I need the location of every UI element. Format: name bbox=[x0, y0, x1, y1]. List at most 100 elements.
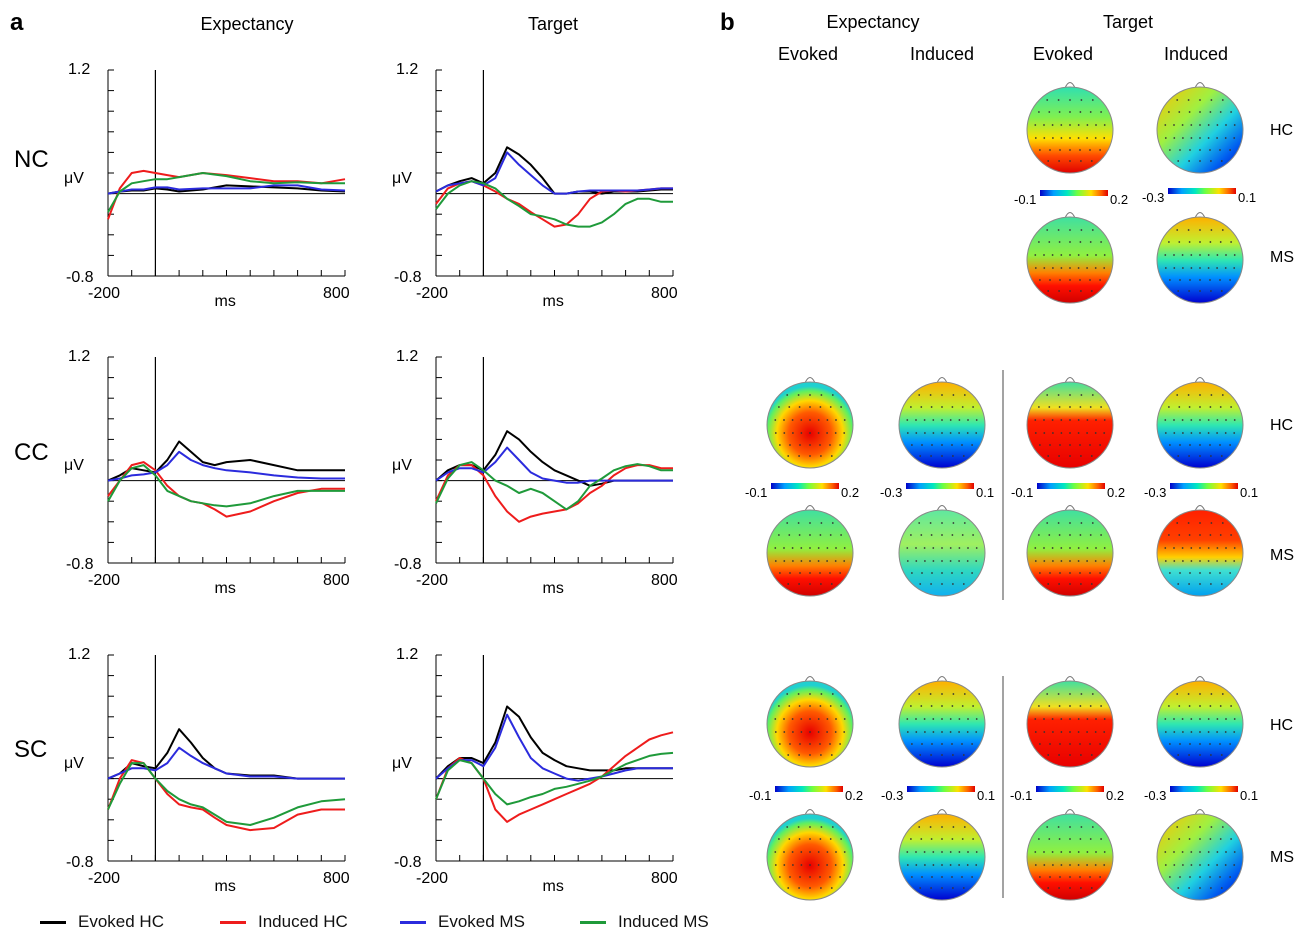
electrode-dot bbox=[831, 394, 834, 396]
electrode-dot bbox=[1164, 137, 1167, 139]
electrode-dot bbox=[1079, 279, 1081, 281]
electrode-dot bbox=[1086, 560, 1088, 562]
electrode-dot bbox=[1089, 279, 1091, 281]
topomap-cc-ms-2 bbox=[1026, 505, 1114, 597]
electrode-dot bbox=[1209, 444, 1211, 446]
electrode-dot bbox=[1219, 406, 1222, 408]
electrode-dot bbox=[1059, 743, 1061, 745]
electrode-dot bbox=[1080, 693, 1083, 695]
electrode-dot bbox=[966, 432, 969, 434]
electrode-dot bbox=[958, 419, 961, 421]
electrode-dot bbox=[924, 864, 926, 866]
electrode-dot bbox=[1199, 887, 1201, 889]
electrode-dot bbox=[1210, 229, 1213, 231]
electrode-dot bbox=[1051, 851, 1054, 853]
colorbar-gradient bbox=[1170, 786, 1238, 792]
electrode-dot bbox=[1181, 419, 1184, 421]
electrode-dot bbox=[1189, 572, 1191, 574]
electrode-dot bbox=[1199, 229, 1201, 231]
electrode-dot bbox=[1079, 838, 1082, 840]
electrode-dot bbox=[830, 887, 833, 889]
electrode-dot bbox=[786, 693, 789, 695]
electrode-dot bbox=[958, 432, 960, 434]
electrode-dot bbox=[1164, 432, 1167, 434]
series-line-evoked-ms bbox=[435, 713, 673, 782]
series-line-induced-ms bbox=[435, 751, 674, 806]
electrode-dot bbox=[1060, 718, 1063, 720]
electrode-dot bbox=[1199, 560, 1201, 562]
topomap-cc-hc-2 bbox=[1026, 377, 1114, 469]
electrode-dot bbox=[941, 754, 943, 756]
electrode-dot bbox=[1038, 406, 1040, 408]
electrode-dot bbox=[809, 455, 811, 457]
electrode-dot bbox=[1224, 731, 1227, 733]
electrode-dot bbox=[1173, 124, 1175, 126]
electrode-dot bbox=[1048, 241, 1051, 243]
electrode-dot bbox=[906, 432, 909, 434]
electrode-dot bbox=[798, 583, 800, 585]
electrode-dot bbox=[1229, 876, 1231, 878]
electrode-dot bbox=[1233, 851, 1236, 853]
electrode-dot bbox=[1207, 547, 1210, 549]
electrode-dot bbox=[843, 419, 846, 421]
y-axis-label: μV bbox=[392, 170, 412, 187]
electrode-dot bbox=[958, 864, 960, 866]
electrode-dot bbox=[1069, 290, 1071, 292]
electrode-dot bbox=[1199, 394, 1201, 396]
electrode-dot bbox=[1043, 731, 1046, 733]
y-tick-label: 1.2 bbox=[396, 61, 418, 78]
electrode-dot bbox=[1230, 241, 1232, 243]
electrode-dot bbox=[787, 583, 790, 585]
head-circle bbox=[766, 381, 854, 469]
electrode-dot bbox=[961, 876, 963, 878]
electrode-dot bbox=[1034, 267, 1037, 269]
electrode-dot bbox=[975, 419, 978, 421]
electrode-dot bbox=[1069, 887, 1071, 889]
electrode-dot bbox=[958, 731, 960, 733]
electrode-dot bbox=[1199, 743, 1201, 745]
col-title-target: Target bbox=[528, 14, 578, 34]
electrode-dot bbox=[1164, 851, 1167, 853]
electrode-dot bbox=[1230, 534, 1232, 536]
electrode-dot bbox=[971, 444, 973, 446]
electrode-dot bbox=[809, 838, 811, 840]
electrode-dot bbox=[1173, 560, 1176, 562]
electrode-dot bbox=[932, 718, 935, 720]
electrode-dot bbox=[1069, 432, 1071, 434]
electrode-dot bbox=[1069, 851, 1071, 853]
electrode-dot bbox=[1043, 851, 1045, 853]
y-axis-label: μV bbox=[392, 755, 412, 772]
electrode-dot bbox=[958, 718, 961, 720]
electrode-dot bbox=[1077, 560, 1080, 562]
electrode-dot bbox=[1188, 754, 1190, 756]
electrode-dot bbox=[1058, 241, 1061, 243]
electrode-dot bbox=[1178, 111, 1181, 113]
electrode-dot bbox=[1086, 547, 1089, 549]
electrode-dot bbox=[799, 876, 801, 878]
electrode-dot bbox=[1069, 444, 1071, 446]
electrode-dot bbox=[798, 534, 801, 536]
electrode-dot bbox=[809, 522, 811, 524]
electrode-dot bbox=[1210, 99, 1213, 101]
electrode-dot bbox=[1091, 522, 1094, 524]
electrode-dot bbox=[829, 743, 831, 745]
electrode-dot bbox=[1080, 394, 1083, 396]
electrode-dot bbox=[1225, 254, 1227, 256]
electrode-dot bbox=[1169, 876, 1171, 878]
colorbar-gradient bbox=[1037, 483, 1105, 489]
electrode-dot bbox=[1179, 149, 1181, 151]
electrode-dot bbox=[1048, 705, 1051, 707]
electrode-dot bbox=[1181, 547, 1184, 549]
legend-item: Induced MS bbox=[580, 912, 760, 932]
electrode-dot bbox=[1077, 254, 1080, 256]
electrode-dot bbox=[783, 547, 785, 549]
electrode-dot bbox=[1099, 572, 1101, 574]
electrode-dot bbox=[1164, 731, 1167, 733]
electrode-dot bbox=[951, 444, 953, 446]
topo-group-expectancy: Expectancy bbox=[826, 12, 919, 32]
electrode-dot bbox=[963, 394, 966, 396]
electrode-dot bbox=[958, 547, 961, 549]
electrode-dot bbox=[826, 864, 828, 866]
electrode-dot bbox=[778, 406, 780, 408]
head-circle bbox=[1156, 86, 1244, 174]
